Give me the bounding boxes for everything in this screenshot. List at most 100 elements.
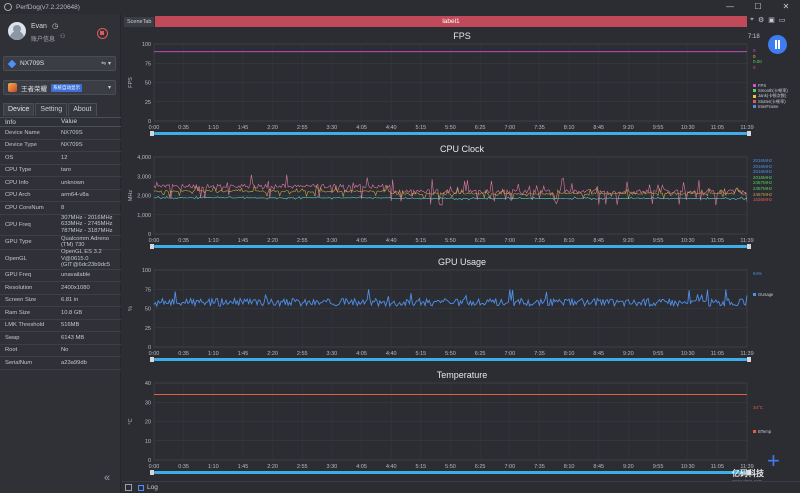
y-tick-label: 25	[145, 326, 151, 332]
chart-title: CPU Clock	[439, 144, 484, 154]
scene-tab[interactable]: SceneTab	[124, 16, 155, 27]
log-checkbox[interactable]	[138, 484, 144, 491]
scrollbar-handle[interactable]	[747, 470, 751, 475]
x-tick-label: 5:15	[415, 238, 426, 244]
y-tick-label: 30	[145, 400, 151, 406]
maximize-button[interactable]: ☐	[754, 2, 762, 11]
timeline-scrollbar[interactable]	[154, 132, 747, 135]
x-tick-label: 9:20	[623, 238, 634, 244]
legend-swatch	[753, 104, 756, 108]
current-value: 2457MHz	[753, 185, 773, 191]
tab-setting[interactable]: Setting	[35, 103, 68, 116]
scrollbar-handle[interactable]	[150, 470, 154, 475]
legend-item[interactable]: GUsage	[753, 292, 773, 297]
scrollbar-handle[interactable]	[150, 131, 154, 136]
x-tick-label: 8:45	[593, 125, 604, 131]
legend-item[interactable]: BTemp	[753, 429, 771, 434]
info-value: unknown	[61, 179, 85, 186]
x-tick-label: 9:20	[623, 464, 634, 470]
info-value: taro	[61, 167, 71, 173]
location-icon[interactable]: ⌖	[750, 16, 754, 23]
x-tick-label: 10:30	[681, 351, 695, 357]
scrollbar-handle[interactable]	[747, 131, 751, 136]
pause-button[interactable]	[768, 35, 787, 54]
legend-item[interactable]: FPS	[753, 83, 788, 88]
x-tick-label: 4:40	[386, 351, 397, 357]
device-selector[interactable]: NX709S ⇋ ▾	[3, 56, 116, 71]
current-value: 1536MHz	[753, 197, 773, 203]
user-name: Evan	[31, 23, 47, 30]
x-tick-label: 0:35	[178, 351, 189, 357]
info-key: Resolution	[5, 284, 33, 291]
add-chart-button[interactable]: +	[767, 448, 780, 473]
chevron-down-icon[interactable]: ▾	[107, 85, 111, 91]
legend-item[interactable]: InterFrame	[753, 104, 788, 109]
tab-about[interactable]: About	[68, 103, 97, 116]
x-tick-label: 2:55	[297, 464, 308, 470]
y-tick-label: 0	[148, 458, 151, 464]
settings-icon[interactable]: ⚙	[757, 17, 765, 24]
y-tick-label: 100	[142, 42, 151, 48]
legend-label: InterFrame	[758, 103, 779, 109]
scrollbar-handle[interactable]	[747, 357, 751, 362]
current-value: 64%	[753, 271, 763, 276]
device-options-icon[interactable]: ⇋ ▾	[101, 61, 111, 67]
y-tick-label: 1,000	[137, 213, 151, 219]
scrollbar-handle[interactable]	[747, 244, 751, 249]
chart-0: FPS 100 75 50 25 0 0:00 0:35 1:10 1:45 2:20 2:55 3:3…	[122, 30, 800, 142]
folder-icon[interactable]: ▭	[778, 17, 786, 24]
x-tick-label: 1:10	[208, 125, 219, 131]
info-key: CPU Arch	[5, 192, 31, 199]
y-tick-label: 40	[145, 381, 151, 387]
series-line	[153, 174, 748, 206]
x-tick-label: 0:00	[149, 238, 160, 244]
x-tick-label: 4:05	[356, 238, 367, 244]
x-tick-label: 11:39	[740, 238, 753, 244]
scrollbar-handle[interactable]	[150, 244, 154, 249]
info-value: 6.81 in	[61, 297, 79, 303]
timeline-scrollbar[interactable]	[154, 358, 747, 361]
timeline-scrollbar[interactable]	[154, 245, 747, 248]
app-logo-icon	[4, 3, 12, 11]
chart-svg: 100 75 50 25 00:00 0:35 1:10 1:45 2:20 2:55 3:30 4:…	[128, 268, 754, 362]
close-button[interactable]: ✕	[782, 2, 790, 11]
legend-item[interactable]: Stutter(卡顿率)	[753, 99, 788, 104]
avatar[interactable]	[8, 22, 26, 40]
chart-title: FPS	[453, 31, 471, 41]
x-tick-label: 8:45	[593, 464, 604, 470]
x-tick-label: 10:30	[681, 125, 695, 131]
expand-log-icon[interactable]	[125, 484, 132, 491]
account-info-link[interactable]: 账户信息	[31, 37, 56, 43]
x-tick-label: 1:10	[208, 238, 219, 244]
image-icon[interactable]: ▣	[768, 17, 775, 24]
x-tick-label: 8:45	[593, 238, 604, 244]
x-tick-label: 1:45	[238, 464, 249, 470]
x-tick-label: 10:30	[681, 238, 695, 244]
legend-label: GUsage	[758, 292, 774, 297]
collapse-sidebar-icon[interactable]: «	[104, 472, 111, 484]
x-tick-label: 11:39	[740, 351, 753, 357]
x-tick-label: 7:35	[534, 125, 545, 131]
legend-item[interactable]: Jank(卡顿次数)	[753, 93, 788, 98]
chart-svg: 4,000 3,000 2,000 1,000 00:00 0:35 1:10 1:45 2:2…	[128, 155, 754, 249]
scrollbar-handle[interactable]	[150, 357, 154, 362]
tab-device[interactable]: Device	[3, 103, 35, 116]
app-selector[interactable]: 王者荣耀 系统自动显示 ▾	[3, 80, 116, 95]
x-tick-label: 2:20	[267, 464, 278, 470]
timeline-scrollbar[interactable]	[154, 471, 747, 474]
x-tick-label: 1:45	[238, 238, 249, 244]
table-row: Resolution 2400x1080	[0, 282, 121, 295]
user-settings-icon[interactable]: ⚇	[60, 34, 66, 40]
current-value: 2016MHz	[753, 158, 773, 163]
device-info-table: Info Value Device Name NX709S Device Type N…	[0, 117, 121, 370]
chart-title: GPU Usage	[437, 257, 487, 267]
clock-icon[interactable]: ◷	[52, 23, 59, 30]
y-tick-label: 0	[148, 119, 151, 125]
table-row: Swap 6143 MB	[0, 332, 121, 345]
table-row: CPU Arch arm64-v8a	[0, 190, 121, 202]
record-button[interactable]	[97, 28, 108, 39]
minimize-button[interactable]: —	[726, 2, 734, 11]
legend-item[interactable]: Smooth(卡顿率)	[753, 88, 788, 93]
label-bar[interactable]: label1	[155, 16, 747, 27]
legend-label: FPS	[758, 83, 767, 88]
